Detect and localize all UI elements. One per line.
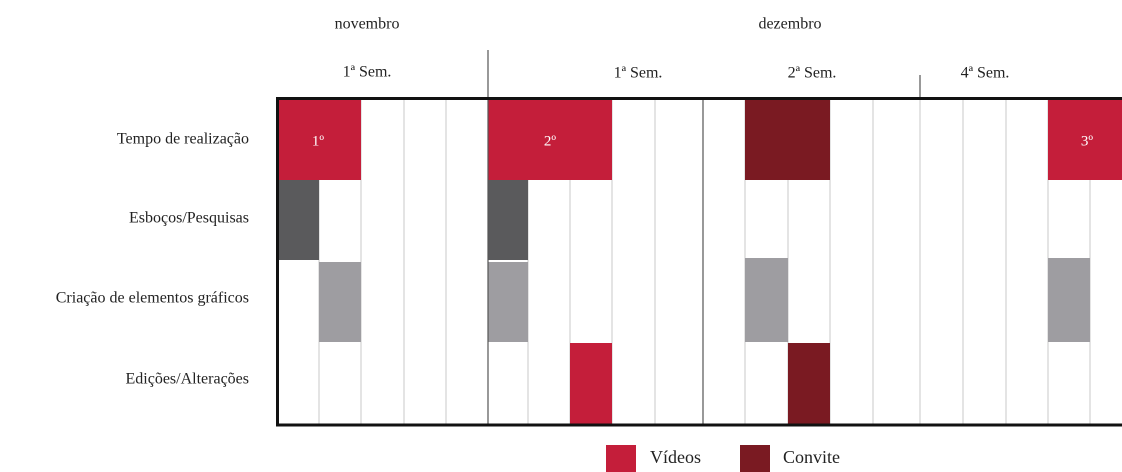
block <box>488 97 612 180</box>
legend-label: Convite <box>783 447 840 467</box>
block-label: 2º <box>544 133 557 149</box>
block <box>276 97 361 180</box>
block <box>276 180 319 260</box>
block <box>1048 97 1122 180</box>
row-label: Edições/Alterações <box>126 371 250 388</box>
legend-swatch <box>740 445 770 472</box>
week: 4ª Sem. <box>961 65 1010 82</box>
week: 1ª Sem. <box>614 65 663 82</box>
block <box>788 343 830 425</box>
blocks: 1º 2º 3º <box>276 97 1122 425</box>
block <box>1048 258 1090 342</box>
month: novembro <box>335 16 400 33</box>
block-label: 1º <box>312 133 325 149</box>
row-label: Esboços/Pesquisas <box>129 210 249 227</box>
row-label: Criação de elementos gráficos <box>56 290 249 307</box>
block <box>488 180 528 260</box>
block <box>745 97 830 180</box>
block-label: 3º <box>1081 133 1094 149</box>
block <box>488 262 528 342</box>
row-label: Tempo de realização <box>117 131 249 148</box>
block <box>570 343 612 425</box>
block <box>319 262 361 342</box>
week: 1ª Sem. <box>343 64 392 81</box>
block <box>745 258 788 342</box>
legend-swatch <box>606 445 636 472</box>
month: dezembro <box>758 16 821 33</box>
week: 2ª Sem. <box>788 65 837 82</box>
legend-label: Vídeos <box>650 447 701 467</box>
grid <box>318 97 1091 425</box>
